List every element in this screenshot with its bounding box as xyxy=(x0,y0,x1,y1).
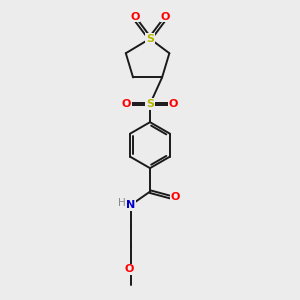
Text: O: O xyxy=(122,99,131,109)
Text: O: O xyxy=(125,264,134,274)
Text: S: S xyxy=(146,34,154,44)
Text: S: S xyxy=(146,99,154,109)
Text: O: O xyxy=(170,192,180,202)
Text: O: O xyxy=(130,12,140,22)
Text: O: O xyxy=(169,99,178,109)
Text: N: N xyxy=(126,200,135,210)
Text: O: O xyxy=(160,12,170,22)
Text: H: H xyxy=(118,199,125,208)
